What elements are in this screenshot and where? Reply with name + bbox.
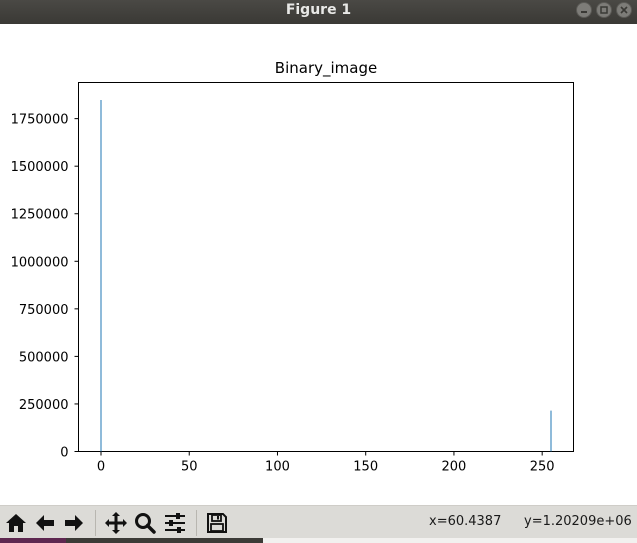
navigation-toolbar: x=60.4387 y=1.20209e+06 [0,505,637,538]
save-icon [207,513,227,533]
forward-button[interactable] [60,509,88,537]
plot-canvas[interactable]: Binary_image 0 50 100 150 200 250 0 250000 5000… [0,24,637,505]
minimize-button[interactable] [576,2,592,18]
y-tick-label: 1250000 [11,208,69,223]
histogram-chart: Binary_image 0 50 100 150 200 250 0 250000 5000… [11,59,574,475]
x-tick-label: 0 [97,460,105,475]
zoom-icon [135,513,156,534]
y-tick-label: 750000 [19,303,69,318]
histogram-bar [100,100,102,452]
save-button[interactable] [203,509,231,537]
y-tick-label: 250000 [19,398,69,413]
y-axis-ticks: 0 250000 500000 750000 1000000 1250000 1500000… [11,113,79,461]
minimize-icon [581,11,587,13]
pan-icon [105,512,127,534]
x-tick-label: 250 [530,460,555,475]
x-tick-label: 100 [265,460,290,475]
y-tick-label: 1750000 [11,113,69,128]
back-button[interactable] [31,509,59,537]
x-tick-label: 50 [181,460,198,475]
close-icon [620,6,628,14]
cursor-x-readout: x=60.4387 [429,514,502,529]
bars-group [100,100,552,452]
forward-arrow-icon [65,515,83,531]
x-tick-label: 200 [442,460,467,475]
window-title: Figure 1 [285,2,352,18]
axes-frame [78,82,574,452]
y-tick-label: 1000000 [11,255,69,270]
pan-button[interactable] [102,509,130,537]
toolbar-separator [196,510,197,536]
y-tick-label: 0 [60,446,68,461]
chart-title: Binary_image [275,59,377,78]
sliders-icon [165,513,185,533]
maximize-icon [600,6,608,14]
toolbar-separator [95,510,96,536]
desktop-taskbar [0,538,637,543]
maximize-button[interactable] [596,2,612,18]
histogram-bar [550,410,552,452]
home-button[interactable] [2,509,30,537]
y-tick-label: 1500000 [11,160,69,175]
x-tick-label: 150 [353,460,378,475]
taskbar-segment [66,538,263,543]
cursor-y-readout: y=1.20209e+06 [524,514,632,529]
x-axis-ticks: 0 50 100 150 200 250 [97,451,555,475]
taskbar-segment [0,538,66,543]
home-icon [6,514,26,532]
zoom-button[interactable] [131,509,159,537]
title-bar[interactable]: Figure 1 [0,0,637,24]
configure-subplots-button[interactable] [161,509,189,537]
back-arrow-icon [36,515,54,531]
y-tick-label: 500000 [19,350,69,365]
close-button[interactable] [616,2,632,18]
taskbar-segment [263,538,637,543]
